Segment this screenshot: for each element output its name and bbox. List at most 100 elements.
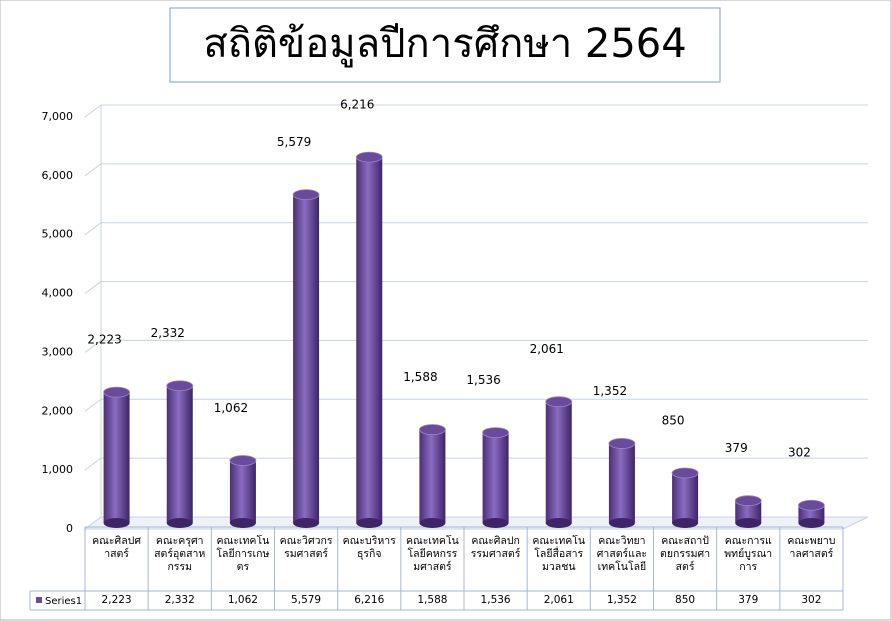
- bar-top: [608, 438, 636, 449]
- table-value-box: 6,216: [354, 594, 385, 606]
- x-tick-label: คณะวิศวกรรมศาสตร์: [279, 535, 333, 560]
- bar-base: [545, 518, 572, 528]
- data-label: 6,216: [340, 98, 374, 112]
- table-value-box: 5,579: [291, 594, 322, 606]
- y-tick-label: 4,000: [42, 287, 74, 300]
- x-tick-label-box: คณะศิลปกรรมศาสตร์: [471, 535, 521, 560]
- bar-base: [293, 518, 320, 528]
- table-value-box: 1,352: [607, 594, 637, 606]
- x-tick-label-box: คณะการแพทย์บูรณาการ: [724, 535, 772, 573]
- bar-body: [482, 432, 509, 523]
- data-label: 2,061: [530, 342, 564, 356]
- table-value-box: 1,588: [417, 594, 448, 606]
- bar: [671, 467, 699, 528]
- bar-top: [355, 151, 383, 163]
- bar-base: [356, 518, 383, 528]
- table-value-box: 2,061: [543, 594, 574, 606]
- x-tick-label: คณะพยาบาลศาสตร์: [787, 535, 836, 560]
- x-tick-label-box: คณะเทคโนโลยีคหกรรมศาสตร์: [406, 535, 459, 573]
- table-value-box: 1,062: [227, 594, 258, 606]
- bar-top: [671, 467, 699, 479]
- bar-body: [293, 194, 320, 524]
- data-label: 2,332: [151, 326, 185, 340]
- bar: [292, 189, 320, 528]
- table-value: 850: [675, 594, 696, 606]
- bar-body: [545, 401, 572, 523]
- bar: [608, 438, 636, 528]
- bar: [103, 386, 130, 528]
- bar-base: [103, 518, 130, 528]
- grid-line-depth: [84, 104, 102, 118]
- bar-body: [166, 385, 193, 523]
- x-tick-label: คณะเทคโนโลยีคหกรรมศาสตร์: [406, 535, 459, 573]
- data-label: 2,223: [87, 333, 121, 347]
- bar-top: [292, 189, 320, 201]
- table-value: 1,062: [227, 594, 258, 606]
- table-value: 2,061: [543, 594, 574, 606]
- x-tick-label: คณะครุศาสตร์อุตสาหกรรม: [154, 535, 206, 573]
- table-value-box: 2,332: [165, 594, 195, 606]
- y-tick-label: 7,000: [42, 110, 74, 123]
- data-label: 1,062: [214, 401, 248, 415]
- grid-line-depth: [84, 340, 102, 353]
- grid-line-depth: [84, 163, 102, 177]
- grid-line-depth: [84, 457, 102, 471]
- y-tick-label: 0: [66, 522, 73, 535]
- legend-key: [36, 597, 42, 603]
- chart-title: สถิติข้อมูลปีการศึกษา 2564: [203, 21, 686, 67]
- table-value: 1,536: [480, 594, 511, 606]
- grid-line-depth: [84, 222, 102, 236]
- bar-top: [482, 427, 509, 438]
- bar-body: [103, 392, 130, 523]
- x-tick-label-box: คณะครุศาสตร์อุตสาหกรรม: [154, 535, 206, 573]
- data-label: 5,579: [277, 135, 311, 149]
- bar: [355, 151, 383, 528]
- bar-body: [608, 443, 635, 523]
- x-tick-label: คณะเทคโนโลยีสื่อสารมวลชน: [532, 535, 586, 573]
- y-tick-label: 6,000: [42, 169, 74, 182]
- bar: [734, 495, 762, 528]
- table-value: 1,588: [417, 594, 448, 606]
- data-label: 1,588: [403, 370, 437, 384]
- title-box: [169, 7, 721, 83]
- table-value-box: 302: [801, 594, 822, 606]
- bar-body: [356, 157, 383, 524]
- bar-base: [608, 518, 635, 528]
- table-value-box: 1,536: [480, 594, 511, 606]
- data-label: 1,352: [593, 384, 627, 398]
- x-tick-label: คณะศิลปศาสตร์: [92, 535, 141, 560]
- x-tick-label-box: คณะวิศวกรรมศาสตร์: [279, 535, 333, 560]
- bar-body: [735, 500, 762, 523]
- bar-base: [419, 518, 446, 528]
- y-tick-label: 5,000: [42, 228, 74, 241]
- table-value-box: 379: [738, 594, 758, 606]
- table-value: 6,216: [354, 594, 385, 606]
- bar-base: [229, 518, 256, 528]
- bar-top: [103, 386, 130, 398]
- data-label: 850: [662, 413, 685, 427]
- y-tick-label: 2,000: [42, 404, 74, 417]
- bar: [482, 427, 509, 528]
- bar-top: [798, 499, 825, 511]
- bar: [545, 396, 573, 528]
- bar: [166, 380, 194, 528]
- grid-line-depth: [84, 281, 102, 294]
- bar-top: [419, 424, 446, 435]
- x-tick-label: คณะสถาปัตยกรรมศาสตร์: [660, 535, 711, 573]
- bar-base: [482, 518, 509, 528]
- bar: [419, 424, 446, 528]
- bar-body: [672, 472, 699, 523]
- x-tick-label: คณะเทคโนโลยีการเกษตร: [216, 535, 270, 573]
- table-value: 302: [801, 594, 822, 606]
- legend-label: Series1: [45, 596, 82, 607]
- bar-body: [229, 460, 256, 523]
- bar-base: [735, 518, 762, 528]
- x-tick-label-box: คณะบริหารธุรกิจ: [343, 535, 396, 560]
- table-value: 2,223: [101, 594, 132, 606]
- bar-body: [419, 429, 446, 523]
- x-tick-label-box: คณะวิทยาศาสตร์และเทคโนโลยี: [597, 535, 647, 573]
- table-value: 5,579: [291, 594, 322, 606]
- table-value-box: 2,223: [101, 594, 132, 606]
- y-tick-label: 3,000: [42, 345, 74, 358]
